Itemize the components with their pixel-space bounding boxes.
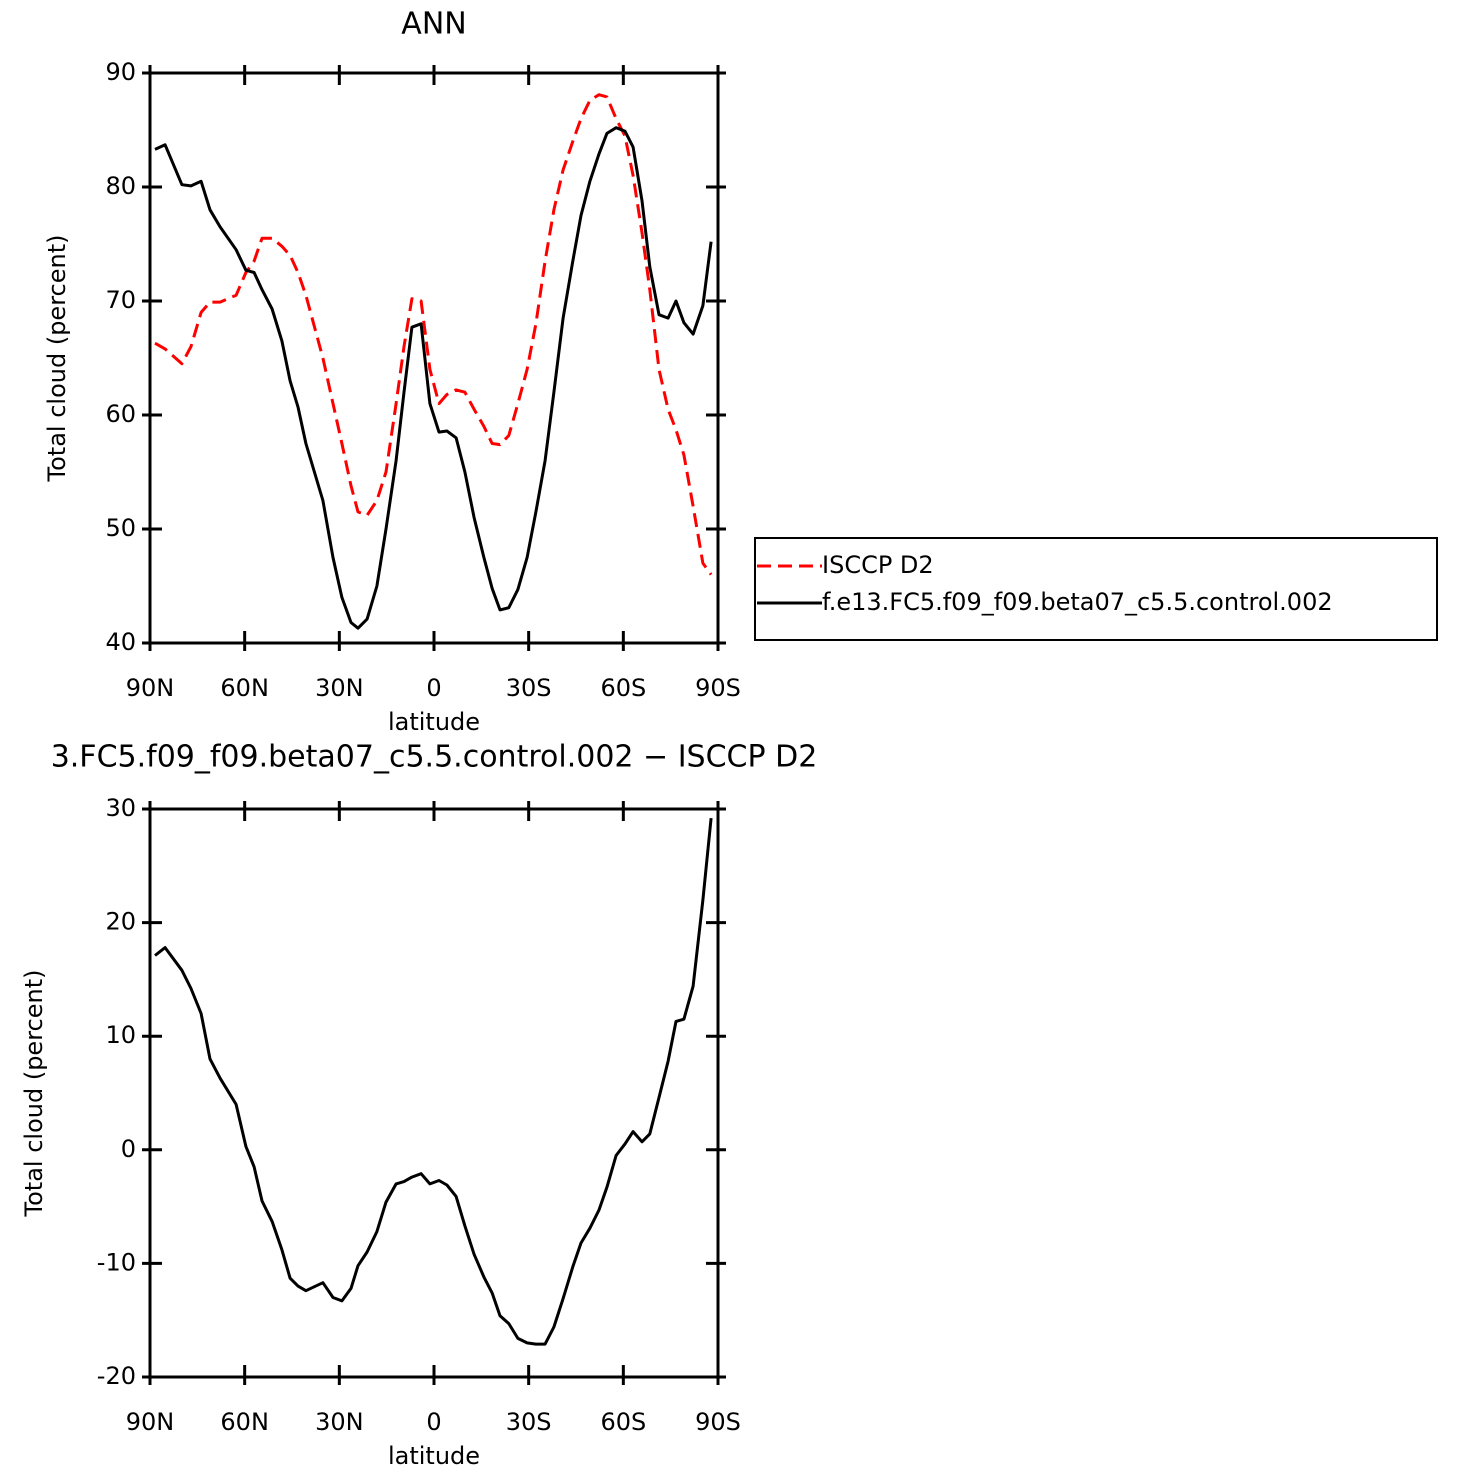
data-line xyxy=(154,126,713,630)
y-tick-label: 70 xyxy=(105,286,136,314)
y-tick-label: 0 xyxy=(121,1135,136,1163)
x-tick-label: 60S xyxy=(600,1408,646,1436)
y-tick-label: 10 xyxy=(105,1021,136,1049)
y-axis-label: Total cloud (percent) xyxy=(43,235,71,483)
y-tick-label: -10 xyxy=(97,1248,136,1276)
y-tick-label: 50 xyxy=(105,514,136,542)
x-axis-label: latitude xyxy=(388,708,480,736)
y-tick-label: 90 xyxy=(105,58,136,86)
legend-label: f.e13.FC5.f09_f09.beta07_c5.5.control.00… xyxy=(822,588,1333,616)
y-tick-label: 40 xyxy=(105,628,136,656)
x-axis-label: latitude xyxy=(388,1442,480,1470)
y-tick-label: 30 xyxy=(105,794,136,822)
x-tick-label: 90N xyxy=(126,1408,175,1436)
x-tick-label: 90N xyxy=(126,674,175,702)
x-tick-label: 60S xyxy=(600,674,646,702)
x-tick-label: 30S xyxy=(506,674,552,702)
x-tick-label: 60N xyxy=(220,1408,269,1436)
y-tick-label: 60 xyxy=(105,400,136,428)
y-tick-label: 80 xyxy=(105,172,136,200)
data-line xyxy=(154,817,713,1346)
plot-frame xyxy=(148,807,720,1379)
x-tick-label: 30N xyxy=(315,1408,364,1436)
x-tick-label: 30S xyxy=(506,1408,552,1436)
chart-title: ANN xyxy=(401,7,466,42)
y-tick-label: 20 xyxy=(105,908,136,936)
x-tick-label: 0 xyxy=(426,674,441,702)
y-tick-label: -20 xyxy=(97,1362,136,1390)
legend-label: ISCCP D2 xyxy=(822,551,934,579)
plot-frame xyxy=(148,71,720,645)
x-tick-label: 0 xyxy=(426,1408,441,1436)
y-axis-label: Total cloud (percent) xyxy=(20,970,48,1218)
x-tick-label: 30N xyxy=(315,674,364,702)
x-tick-label: 90S xyxy=(695,674,741,702)
chart-title: 3.FC5.f09_f09.beta07_c5.5.control.002 − … xyxy=(51,740,818,775)
x-tick-label: 60N xyxy=(220,674,269,702)
data-line xyxy=(154,93,713,576)
x-tick-label: 90S xyxy=(695,1408,741,1436)
legend-box xyxy=(754,537,1438,641)
